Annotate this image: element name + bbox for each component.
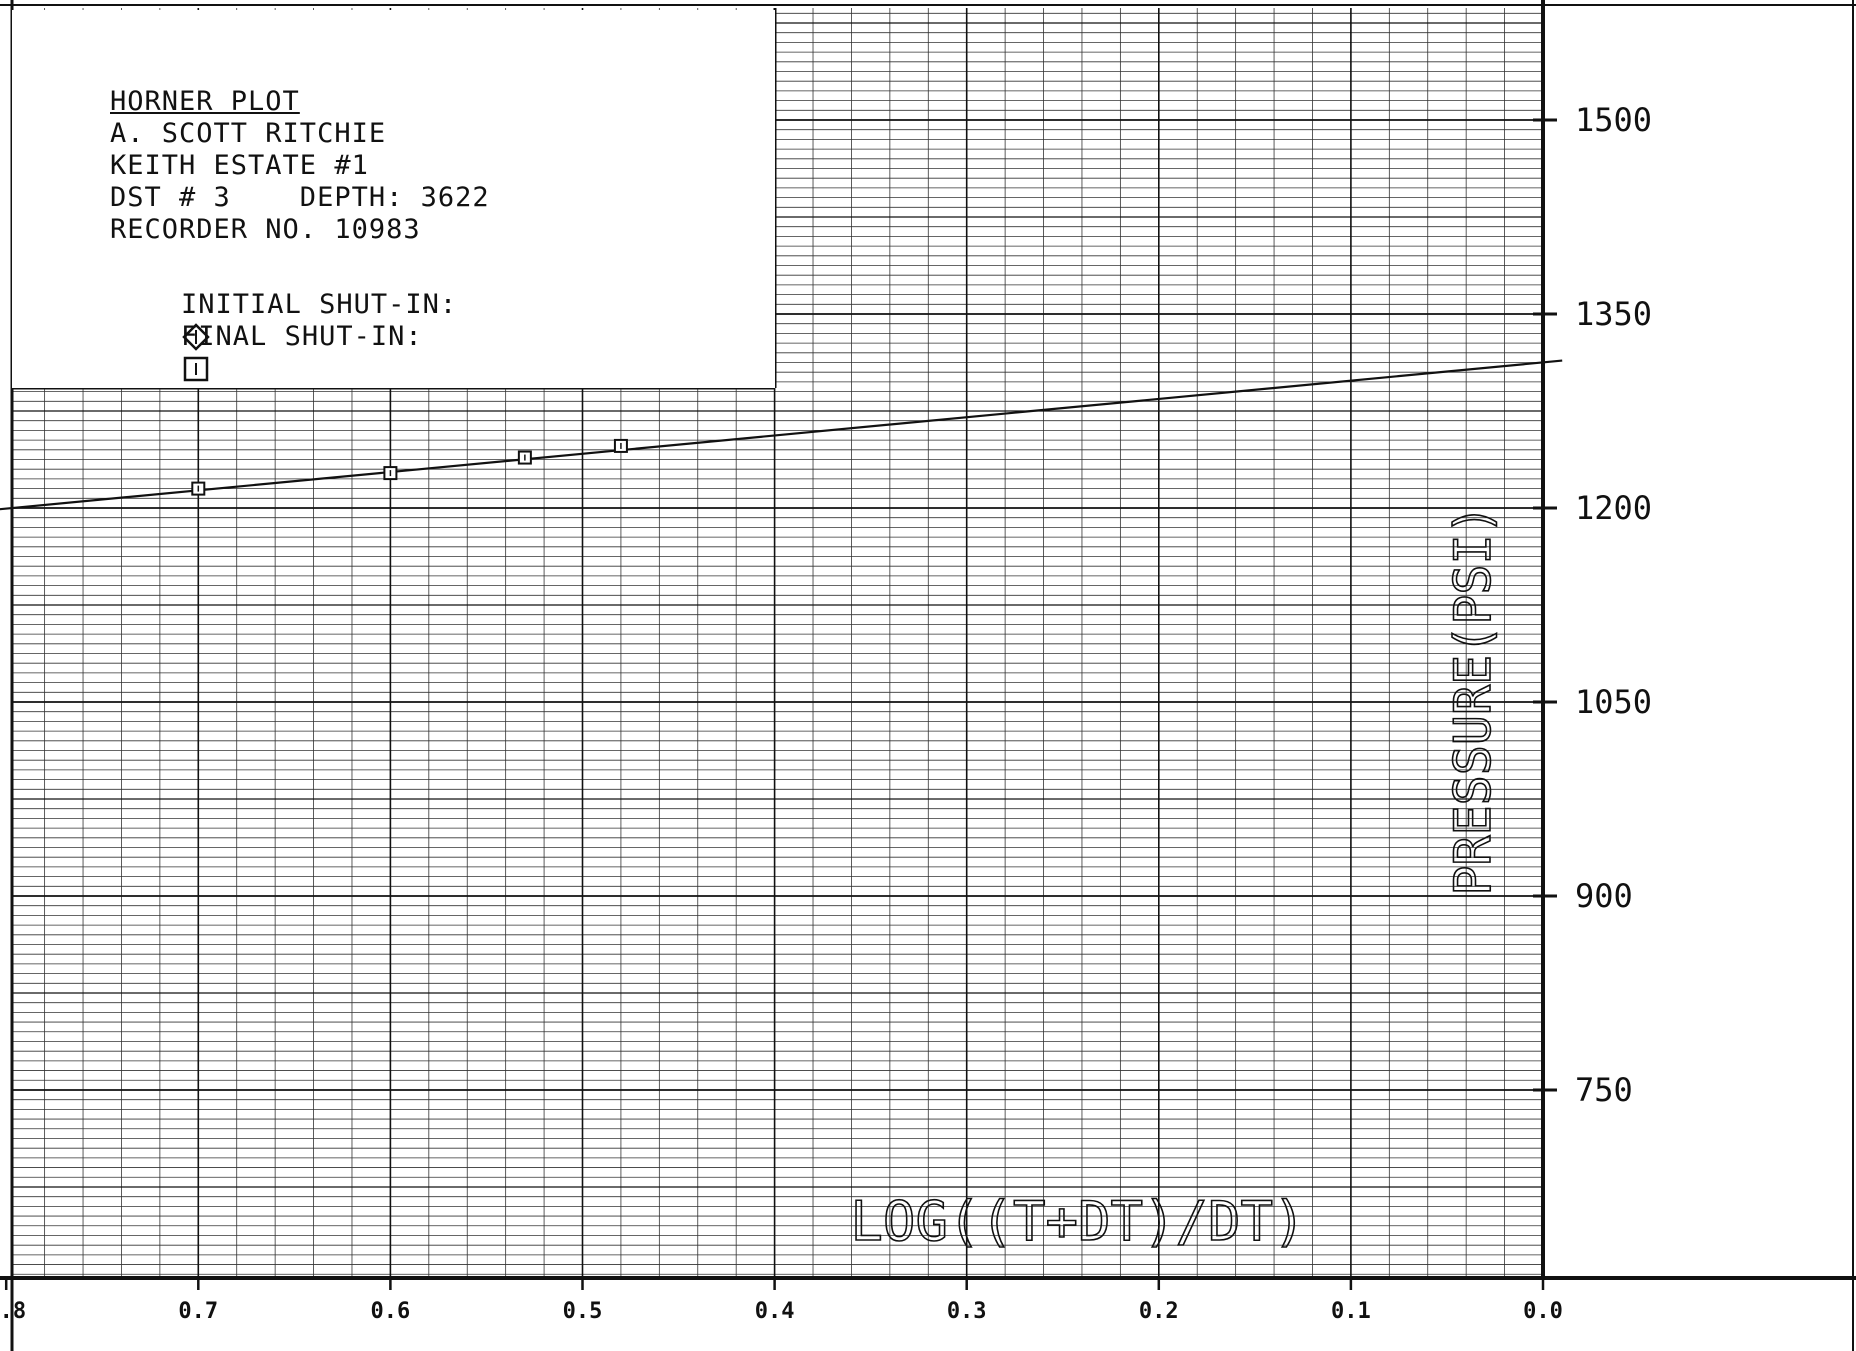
legend-initial-label: INITIAL SHUT-IN:	[181, 289, 458, 320]
header-line-dst: DST # 3 DEPTH: 3622	[110, 182, 490, 213]
major-grid	[12, 8, 1544, 1278]
legend-final-shut-in: FINAL SHUT-IN:	[112, 290, 423, 415]
legend-final-label: FINAL SHUT-IN:	[181, 321, 423, 352]
x-axis-label: LOG((T+DT)/DT)	[850, 1190, 1305, 1253]
header-line-recorder: RECORDER NO. 10983	[110, 214, 421, 245]
diamond-icon	[182, 322, 210, 351]
y-tick-label: 1500	[1575, 101, 1652, 139]
y-tick-label: 750	[1575, 1071, 1633, 1109]
y-tick-label: 1200	[1575, 489, 1652, 527]
x-tick-label: 0.4	[755, 1299, 795, 1324]
header-line-well: KEITH ESTATE #1	[110, 150, 369, 181]
chart-title: HORNER PLOT	[110, 86, 300, 117]
y-tick-label: 1350	[1575, 295, 1652, 333]
legend-initial-shut-in: INITIAL SHUT-IN:	[112, 258, 457, 383]
x-tick-label: 0.1	[1331, 1299, 1371, 1324]
x-tick-label: 0.6	[371, 1299, 411, 1324]
y-axis-label: PRESSURE(PSI)	[1444, 504, 1502, 895]
x-axis: 1.00.90.80.70.60.50.40.30.20.10.0	[0, 1276, 1563, 1324]
x-tick-label: 0.7	[178, 1299, 218, 1324]
header-box: HORNER PLOT A. SCOTT RITCHIE KEITH ESTAT…	[12, 10, 775, 388]
header-line-operator: A. SCOTT RITCHIE	[110, 118, 387, 149]
x-tick-label: 0.8	[0, 1299, 26, 1324]
x-tick-label: 0.2	[1139, 1299, 1179, 1324]
minor-grid	[12, 8, 1544, 1278]
fit-line-segment	[0, 359, 1563, 511]
y-axis: 750 900 1050 1200 1350 1500	[1533, 101, 1652, 1109]
y-tick-label: 1050	[1575, 683, 1652, 721]
x-tick-label: 0.3	[947, 1299, 987, 1324]
x-tick-label: 0.5	[563, 1299, 603, 1324]
x-tick-label: 0.0	[1523, 1299, 1563, 1324]
y-tick-label: 900	[1575, 877, 1633, 915]
fit-line	[0, 359, 1563, 511]
square-icon	[183, 356, 209, 381]
data-points	[191, 438, 628, 496]
